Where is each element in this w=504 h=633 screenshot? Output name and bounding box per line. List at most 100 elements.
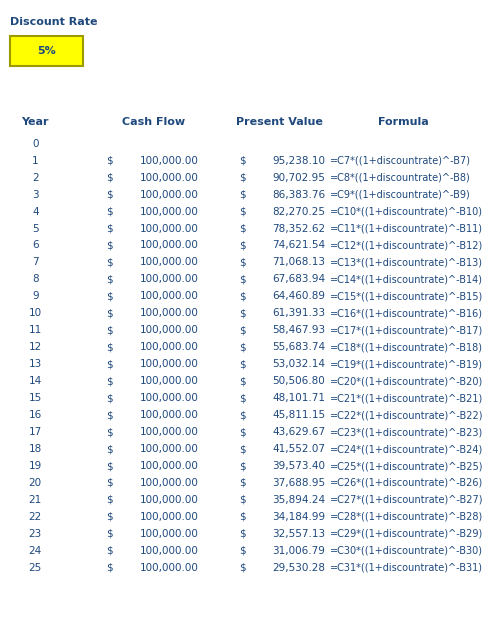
Text: $: $ — [106, 444, 112, 454]
Text: 67,683.94: 67,683.94 — [272, 275, 325, 284]
Text: 100,000.00: 100,000.00 — [140, 495, 199, 505]
Text: 25: 25 — [29, 563, 42, 573]
Text: 100,000.00: 100,000.00 — [140, 512, 199, 522]
Text: $: $ — [239, 291, 246, 301]
Text: $: $ — [106, 223, 112, 234]
Text: =C14*((1+discountrate)^-B14): =C14*((1+discountrate)^-B14) — [330, 275, 483, 284]
Text: $: $ — [106, 427, 112, 437]
Text: =C26*((1+discountrate)^-B26): =C26*((1+discountrate)^-B26) — [330, 478, 483, 488]
Text: 19: 19 — [29, 461, 42, 471]
Text: 100,000.00: 100,000.00 — [140, 461, 199, 471]
Text: 37,688.95: 37,688.95 — [272, 478, 325, 488]
Text: $: $ — [106, 393, 112, 403]
Text: =C9*((1+discountrate)^-B9): =C9*((1+discountrate)^-B9) — [330, 190, 471, 199]
Text: =C17*((1+discountrate)^-B17): =C17*((1+discountrate)^-B17) — [330, 325, 483, 335]
Text: 39,573.40: 39,573.40 — [272, 461, 325, 471]
Text: $: $ — [239, 410, 246, 420]
Text: 82,270.25: 82,270.25 — [272, 206, 325, 216]
Text: Formula: Formula — [378, 116, 428, 127]
Text: $: $ — [239, 190, 246, 199]
Text: 100,000.00: 100,000.00 — [140, 156, 199, 166]
Text: =C28*((1+discountrate)^-B28): =C28*((1+discountrate)^-B28) — [330, 512, 483, 522]
FancyBboxPatch shape — [10, 36, 83, 66]
Text: =C19*((1+discountrate)^-B19): =C19*((1+discountrate)^-B19) — [330, 360, 483, 369]
Text: $: $ — [239, 512, 246, 522]
Text: $: $ — [106, 342, 112, 352]
Text: $: $ — [106, 308, 112, 318]
Text: 100,000.00: 100,000.00 — [140, 427, 199, 437]
Text: $: $ — [239, 275, 246, 284]
Text: Cash Flow: Cash Flow — [122, 116, 185, 127]
Text: $: $ — [106, 410, 112, 420]
Text: 22: 22 — [29, 512, 42, 522]
Text: $: $ — [106, 206, 112, 216]
Text: $: $ — [239, 223, 246, 234]
Text: 100,000.00: 100,000.00 — [140, 410, 199, 420]
Text: =C15*((1+discountrate)^-B15): =C15*((1+discountrate)^-B15) — [330, 291, 483, 301]
Text: =C22*((1+discountrate)^-B22): =C22*((1+discountrate)^-B22) — [330, 410, 484, 420]
Text: 100,000.00: 100,000.00 — [140, 258, 199, 267]
Text: =C18*((1+discountrate)^-B18): =C18*((1+discountrate)^-B18) — [330, 342, 483, 352]
Text: 74,621.54: 74,621.54 — [272, 241, 325, 251]
Text: 100,000.00: 100,000.00 — [140, 360, 199, 369]
Text: 9: 9 — [32, 291, 39, 301]
Text: =C30*((1+discountrate)^-B30): =C30*((1+discountrate)^-B30) — [330, 546, 483, 556]
Text: 41,552.07: 41,552.07 — [272, 444, 325, 454]
Text: =C11*((1+discountrate)^-B11): =C11*((1+discountrate)^-B11) — [330, 223, 483, 234]
Text: $: $ — [239, 173, 246, 182]
Text: =C10*((1+discountrate)^-B10): =C10*((1+discountrate)^-B10) — [330, 206, 483, 216]
Text: $: $ — [239, 376, 246, 386]
Text: 100,000.00: 100,000.00 — [140, 308, 199, 318]
Text: 100,000.00: 100,000.00 — [140, 563, 199, 573]
Text: =C12*((1+discountrate)^-B12): =C12*((1+discountrate)^-B12) — [330, 241, 483, 251]
Text: 32,557.13: 32,557.13 — [272, 529, 325, 539]
Text: =C8*((1+discountrate)^-B8): =C8*((1+discountrate)^-B8) — [330, 173, 471, 182]
Text: $: $ — [106, 478, 112, 488]
Text: Present Value: Present Value — [236, 116, 323, 127]
Text: 100,000.00: 100,000.00 — [140, 206, 199, 216]
Text: 90,702.95: 90,702.95 — [272, 173, 325, 182]
Text: =C23*((1+discountrate)^-B23): =C23*((1+discountrate)^-B23) — [330, 427, 483, 437]
Text: =C29*((1+discountrate)^-B29): =C29*((1+discountrate)^-B29) — [330, 529, 483, 539]
Text: 100,000.00: 100,000.00 — [140, 342, 199, 352]
Text: 16: 16 — [29, 410, 42, 420]
Text: 100,000.00: 100,000.00 — [140, 291, 199, 301]
Text: =C13*((1+discountrate)^-B13): =C13*((1+discountrate)^-B13) — [330, 258, 483, 267]
Text: 100,000.00: 100,000.00 — [140, 546, 199, 556]
Text: 21: 21 — [29, 495, 42, 505]
Text: $: $ — [106, 156, 112, 166]
Text: 20: 20 — [29, 478, 42, 488]
Text: 5%: 5% — [37, 46, 56, 56]
Text: $: $ — [239, 258, 246, 267]
Text: 43,629.67: 43,629.67 — [272, 427, 325, 437]
Text: =C20*((1+discountrate)^-B20): =C20*((1+discountrate)^-B20) — [330, 376, 483, 386]
Text: 5: 5 — [32, 223, 39, 234]
Text: 1: 1 — [32, 156, 39, 166]
Text: 100,000.00: 100,000.00 — [140, 376, 199, 386]
Text: $: $ — [239, 360, 246, 369]
Text: =C21*((1+discountrate)^-B21): =C21*((1+discountrate)^-B21) — [330, 393, 483, 403]
Text: =C7*((1+discountrate)^-B7): =C7*((1+discountrate)^-B7) — [330, 156, 471, 166]
Text: 64,460.89: 64,460.89 — [272, 291, 325, 301]
Text: $: $ — [106, 563, 112, 573]
Text: $: $ — [239, 529, 246, 539]
Text: 8: 8 — [32, 275, 39, 284]
Text: 100,000.00: 100,000.00 — [140, 529, 199, 539]
Text: 50,506.80: 50,506.80 — [272, 376, 325, 386]
Text: 12: 12 — [29, 342, 42, 352]
Text: 17: 17 — [29, 427, 42, 437]
Text: =C27*((1+discountrate)^-B27): =C27*((1+discountrate)^-B27) — [330, 495, 484, 505]
Text: =C25*((1+discountrate)^-B25): =C25*((1+discountrate)^-B25) — [330, 461, 484, 471]
Text: $: $ — [239, 444, 246, 454]
Text: 35,894.24: 35,894.24 — [272, 495, 325, 505]
Text: $: $ — [106, 291, 112, 301]
Text: $: $ — [239, 495, 246, 505]
Text: $: $ — [239, 156, 246, 166]
Text: =C31*((1+discountrate)^-B31): =C31*((1+discountrate)^-B31) — [330, 563, 483, 573]
Text: 6: 6 — [32, 241, 39, 251]
Text: 100,000.00: 100,000.00 — [140, 393, 199, 403]
Text: 100,000.00: 100,000.00 — [140, 190, 199, 199]
Text: 24: 24 — [29, 546, 42, 556]
Text: 7: 7 — [32, 258, 39, 267]
Text: 58,467.93: 58,467.93 — [272, 325, 325, 335]
